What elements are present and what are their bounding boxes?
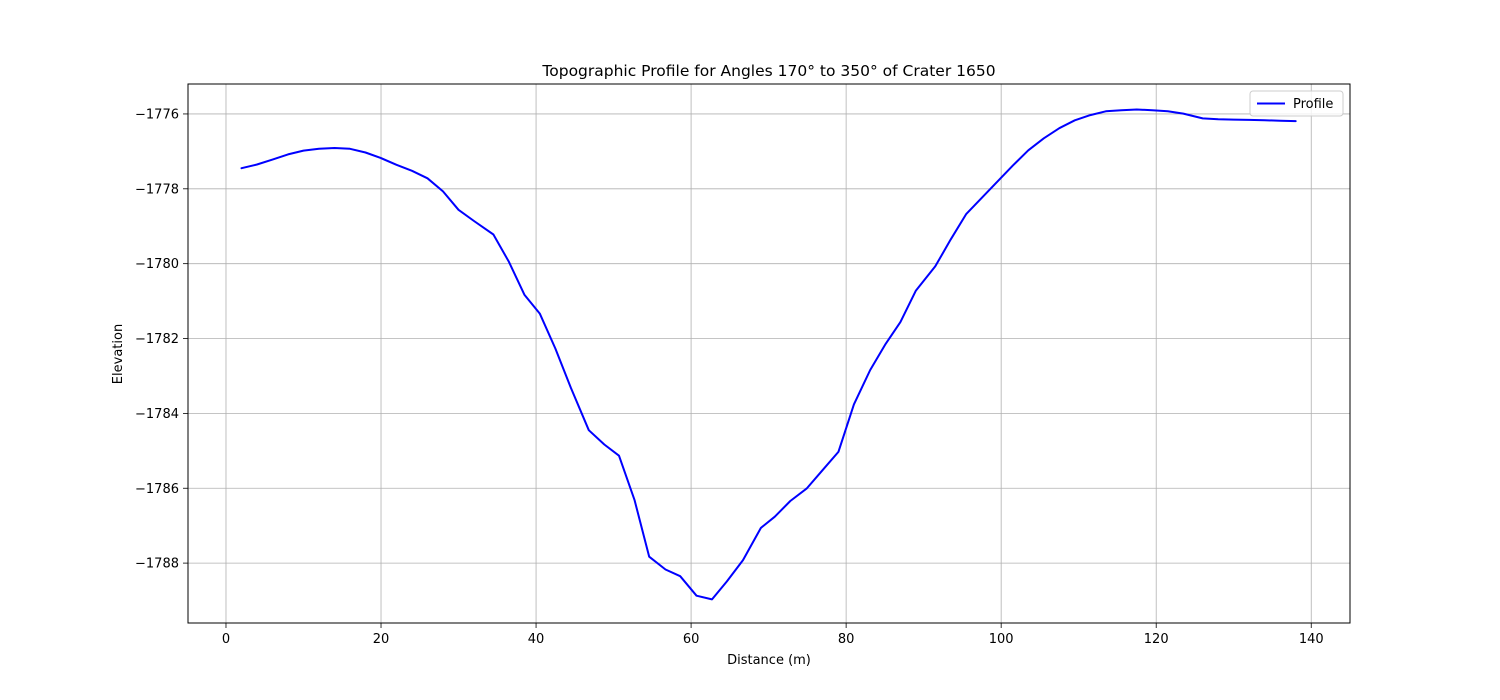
plot-area [188, 84, 1350, 623]
y-tick-label: −1788 [135, 557, 179, 572]
x-tick-label: 20 [373, 632, 390, 647]
x-tick-label: 0 [222, 632, 230, 647]
x-tick-label: 120 [1144, 632, 1169, 647]
x-axis-title: Distance (m) [727, 653, 811, 668]
x-tick-label: 40 [528, 632, 545, 647]
x-tick-label: 100 [989, 632, 1014, 647]
plot-frame [187, 83, 1351, 624]
y-tick-label: −1776 [135, 107, 179, 122]
y-tick-label: −1778 [135, 182, 179, 197]
y-tick-label: −1786 [135, 482, 179, 497]
legend-box [1249, 90, 1344, 117]
tick-layer: 0 20 40 60 80 100 120 140 −1788 −1786 −1784 −1782 −1… [135, 107, 1324, 647]
series-layer [240, 108, 1297, 601]
y-axis-title: Elevation [111, 324, 126, 384]
y-tick-label: −1784 [135, 407, 179, 422]
x-tick-label: 60 [683, 632, 700, 647]
y-tick-label: −1782 [135, 332, 179, 347]
legend-label-profile: Profile [1293, 97, 1333, 112]
x-tick-label: 140 [1299, 632, 1324, 647]
chart-title: Topographic Profile for Angles 170° to 3… [541, 62, 995, 80]
legend: Profile [1249, 90, 1344, 117]
x-tick-label: 80 [838, 632, 855, 647]
grid-layer [188, 84, 1350, 623]
y-tick-label: −1780 [135, 257, 179, 272]
series-line-profile [240, 108, 1297, 601]
